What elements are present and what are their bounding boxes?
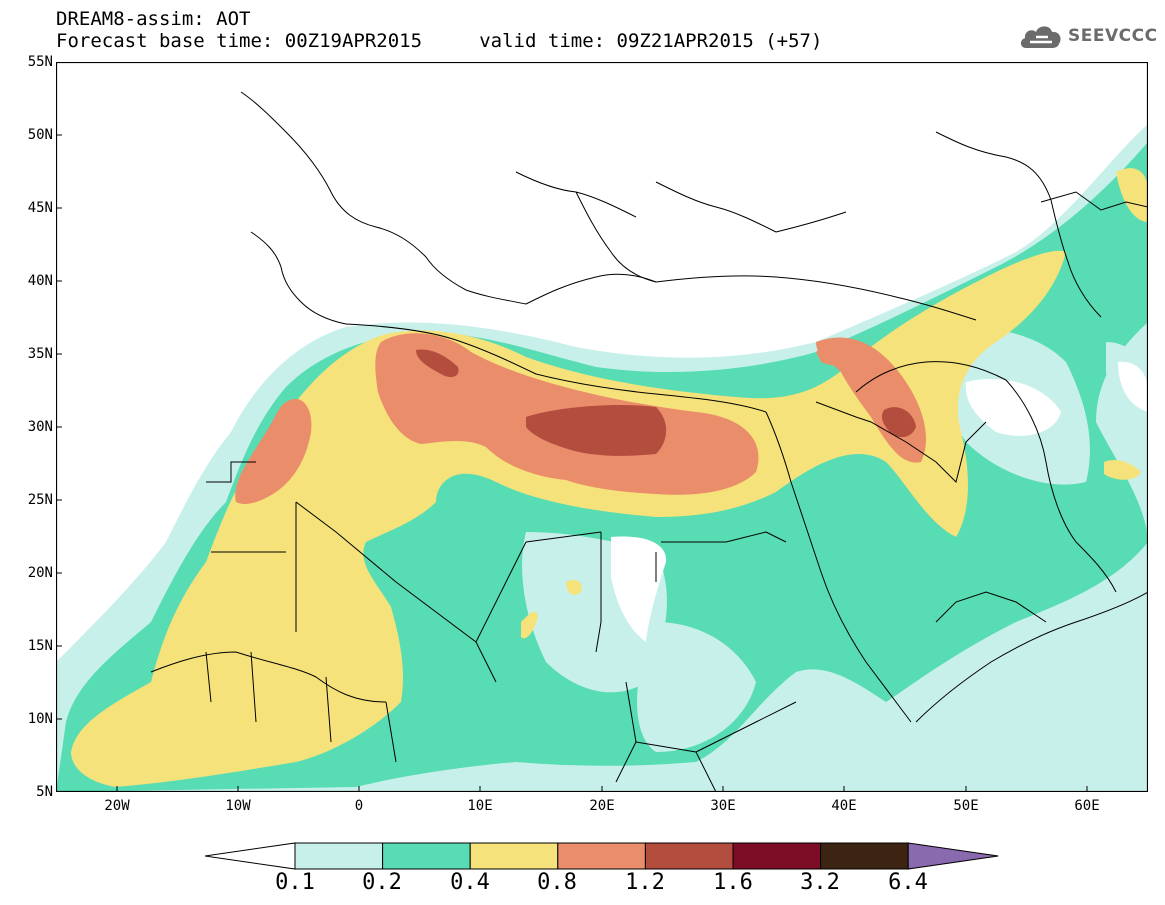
colorbar-segment bbox=[557, 842, 646, 870]
lat-label: 55N bbox=[27, 54, 53, 70]
aot-band-1.2 bbox=[526, 405, 667, 456]
lon-label: 40E bbox=[831, 798, 857, 814]
lon-label: 20E bbox=[589, 798, 615, 814]
lat-label: 45N bbox=[27, 200, 53, 216]
lon-label: 60E bbox=[1074, 798, 1100, 814]
lat-label: 50N bbox=[27, 127, 53, 143]
colorbar-label: 1.2 bbox=[625, 870, 665, 895]
lat-label: 30N bbox=[27, 419, 53, 435]
colorbar-segment bbox=[469, 842, 559, 870]
map-title: DREAM8-assim: AOT Forecast base time: 00Z… bbox=[56, 8, 822, 52]
lat-label: 35N bbox=[27, 346, 53, 362]
colorbar-segment bbox=[205, 842, 296, 870]
colorbar-label: 6.4 bbox=[888, 870, 928, 895]
lat-label: 10N bbox=[27, 711, 53, 727]
lat-label: 40N bbox=[27, 273, 53, 289]
colorbar bbox=[205, 842, 999, 870]
aot-band-0.4 bbox=[71, 250, 1066, 787]
colorbar-segment bbox=[644, 842, 734, 870]
colorbar-label: 1.6 bbox=[713, 870, 753, 895]
lon-label: 0 bbox=[354, 798, 364, 814]
colorbar-segment bbox=[907, 842, 999, 870]
aot-map bbox=[56, 62, 1148, 792]
colorbar-label: 0.4 bbox=[450, 870, 490, 895]
title-line-2: Forecast base time: 00Z19APR2015 valid t… bbox=[56, 30, 823, 52]
lon-label: 10E bbox=[467, 798, 493, 814]
logo-text: SEEVCCC bbox=[1068, 26, 1158, 46]
lon-label: 30E bbox=[710, 798, 736, 814]
cloud-icon bbox=[1020, 26, 1061, 48]
lon-label: 50E bbox=[953, 798, 979, 814]
colorbar-segment bbox=[294, 842, 384, 870]
lat-label: 5N bbox=[36, 784, 53, 800]
lat-label: 20N bbox=[27, 565, 53, 581]
colorbar-segment bbox=[820, 842, 909, 870]
colorbar-segment bbox=[732, 842, 822, 870]
lon-label: 20W bbox=[104, 798, 130, 814]
lat-label: 15N bbox=[27, 638, 53, 654]
lon-label: 10W bbox=[225, 798, 251, 814]
colorbar-label: 0.1 bbox=[275, 870, 315, 895]
colorbar-label: 0.2 bbox=[362, 870, 402, 895]
colorbar-label: 0.8 bbox=[537, 870, 577, 895]
title-line-1: DREAM8-assim: AOT bbox=[56, 8, 251, 30]
lat-label: 25N bbox=[27, 492, 53, 508]
colorbar-segment bbox=[382, 842, 471, 870]
colorbar-label: 3.2 bbox=[800, 870, 840, 895]
seevccc-logo: SEEVCCC bbox=[1018, 22, 1158, 50]
